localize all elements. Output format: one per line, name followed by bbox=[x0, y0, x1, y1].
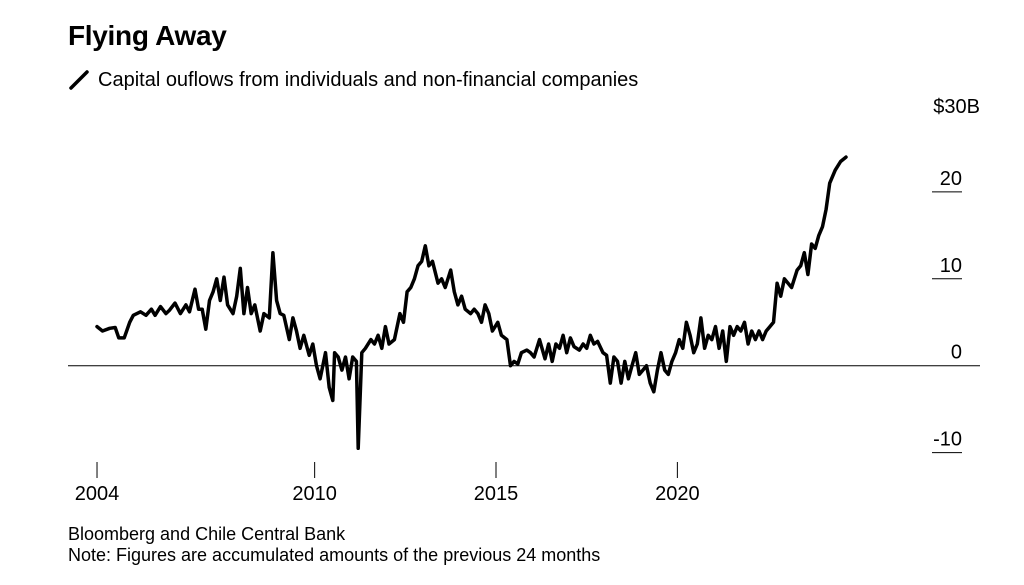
chart-footer: Bloomberg and Chile Central Bank Note: F… bbox=[68, 524, 600, 566]
source-text: Bloomberg and Chile Central Bank bbox=[68, 524, 346, 544]
y-tick-label: 10 bbox=[940, 255, 962, 277]
x-tick-label: 2015 bbox=[474, 483, 519, 505]
y-tick-label: 0 bbox=[951, 342, 962, 364]
legend-line-icon bbox=[69, 70, 89, 90]
x-tick-label: 2020 bbox=[655, 483, 700, 505]
note-text: Note: Figures are accumulated amounts of… bbox=[68, 545, 601, 565]
series-line bbox=[95, 155, 848, 451]
y-tick-label: -10 bbox=[933, 429, 962, 451]
legend-series-label: Capital ouflows from individuals and non… bbox=[98, 68, 639, 91]
chart-title: Flying Away bbox=[68, 20, 227, 51]
legend: Capital ouflows from individuals and non… bbox=[68, 67, 638, 93]
x-tick-label: 2004 bbox=[75, 483, 120, 505]
x-tick-label: 2010 bbox=[292, 483, 337, 505]
y-tick-label: 20 bbox=[940, 168, 962, 190]
y-axis-unit-label: $30B bbox=[933, 96, 980, 118]
y-tick-marks: 20 10 0 -10 bbox=[932, 168, 962, 454]
x-axis: 2004 2010 2015 2020 bbox=[75, 462, 700, 505]
